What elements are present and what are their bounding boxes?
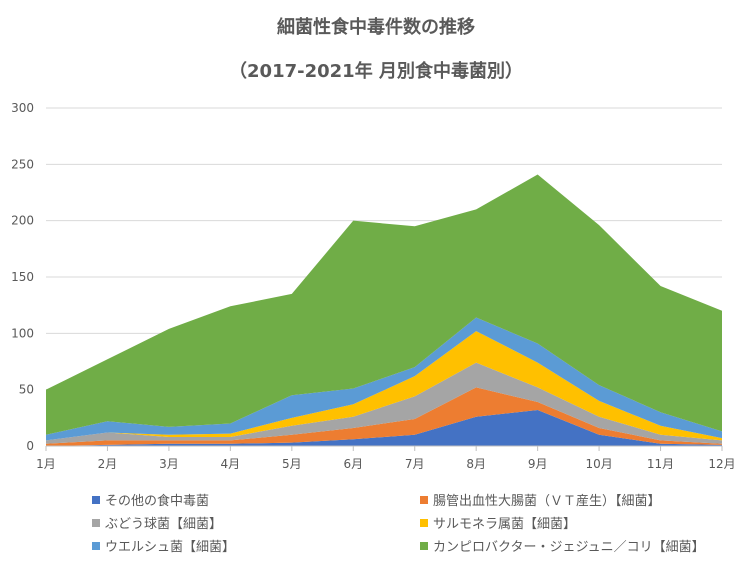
legend-swatch xyxy=(420,518,428,527)
chart-title: 細菌性食中毒件数の推移 xyxy=(277,17,475,38)
y-tick-label: 100 xyxy=(11,326,34,340)
legend-item: その他の食中毒菌 xyxy=(92,490,209,509)
chart-subtitle: （2017-2021年 月別食中毒菌別） xyxy=(229,61,523,82)
area-series-6 xyxy=(46,174,722,435)
x-tick-label: 5月 xyxy=(282,457,302,471)
area-series-2 xyxy=(46,387,722,446)
x-tick-label: 1月 xyxy=(36,457,56,471)
legend-item: サルモネラ属菌【細菌】 xyxy=(420,513,576,532)
legend-item: 腸管出血性大腸菌（ＶＴ産生）【細菌】 xyxy=(420,490,661,509)
legend-label: 腸管出血性大腸菌（ＶＴ産生）【細菌】 xyxy=(433,494,661,509)
area-series-1 xyxy=(46,409,722,446)
legend-item: ウエルシュ菌【細菌】 xyxy=(92,536,235,555)
x-tick-label: 9月 xyxy=(528,457,548,471)
legend-label: カンピロバクター・ジェジュニ／コリ【細菌】 xyxy=(433,540,705,555)
stacked-area-chart: 0 50 100 150 200 250 300 1月 2月 3月 4月 5月 6月 7月 8月 9月 10月… xyxy=(11,101,736,471)
y-tick-label: 150 xyxy=(11,270,34,284)
legend-swatch xyxy=(420,495,428,504)
x-tick-label: 2月 xyxy=(98,457,118,471)
legend-swatch xyxy=(92,518,100,527)
y-tick-label: 200 xyxy=(11,214,34,228)
legend: その他の食中毒菌 腸管出血性大腸菌（ＶＴ産生）【細菌】ぶどう球菌【細菌】 サルモネラ… xyxy=(0,486,752,567)
x-tick-label: 8月 xyxy=(466,457,486,471)
x-tick-label: 10月 xyxy=(585,457,612,471)
area-series-5 xyxy=(46,317,722,441)
area-series-4 xyxy=(46,331,722,441)
legend-label: サルモネラ属菌【細菌】 xyxy=(433,517,577,532)
x-tick-label: 7月 xyxy=(405,457,425,471)
legend-label: ウエルシュ菌【細菌】 xyxy=(105,540,236,555)
x-tick-label: 4月 xyxy=(221,457,241,471)
x-tick-label: 3月 xyxy=(159,457,179,471)
area-series xyxy=(46,174,722,446)
y-tick-label: 0 xyxy=(26,439,34,453)
x-axis: 1月 2月 3月 4月 5月 6月 7月 8月 9月 10月 11月 12月 xyxy=(36,445,736,471)
y-tick-label: 300 xyxy=(11,101,34,115)
legend-item: カンピロバクター・ジェジュニ／コリ【細菌】 xyxy=(420,536,705,555)
legend-item: ぶどう球菌【細菌】 xyxy=(92,513,222,532)
legend-label: ぶどう球菌【細菌】 xyxy=(105,517,223,532)
y-tick-label: 250 xyxy=(11,157,34,171)
legend-label: その他の食中毒菌 xyxy=(105,494,210,509)
y-tick-label: 50 xyxy=(19,383,34,397)
legend-swatch xyxy=(92,495,100,504)
y-axis: 0 50 100 150 200 250 300 xyxy=(11,101,34,453)
x-tick-label: 12月 xyxy=(708,457,735,471)
area-series-3 xyxy=(46,362,722,444)
legend-swatch xyxy=(420,541,428,550)
legend-swatch xyxy=(92,541,100,550)
x-tick-label: 11月 xyxy=(647,457,674,471)
x-tick-label: 6月 xyxy=(343,457,363,471)
